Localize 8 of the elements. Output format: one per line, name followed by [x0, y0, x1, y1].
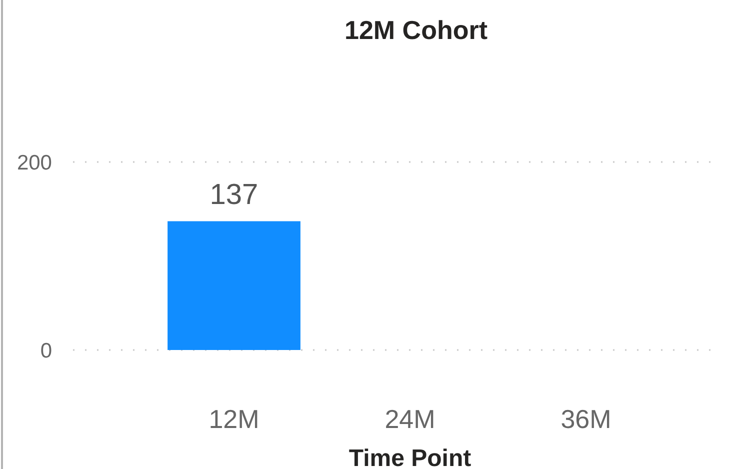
- y-tick-label: 0: [40, 339, 52, 362]
- x-tick-label: 36M: [560, 404, 612, 434]
- x-tick-label: 12M: [208, 404, 260, 434]
- x-tick-label: 24M: [384, 404, 436, 434]
- y-tick-label: 200: [16, 151, 52, 174]
- data-label: 137: [210, 179, 258, 212]
- chart-title: 12M Cohort: [344, 15, 488, 45]
- x-axis-title: Time Point: [348, 445, 472, 469]
